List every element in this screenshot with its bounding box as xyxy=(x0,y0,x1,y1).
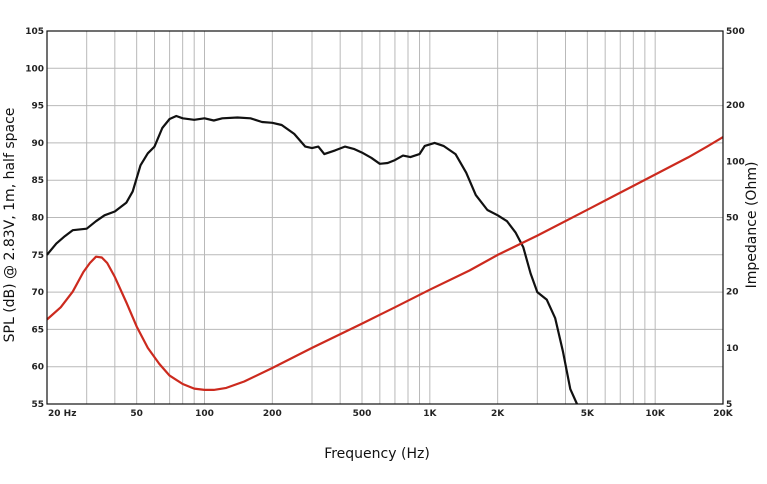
y-left-tick-label: 70 xyxy=(31,288,44,298)
x-tick-label: 10K xyxy=(645,409,666,419)
y-left-tick-label: 60 xyxy=(31,363,44,373)
curves xyxy=(46,114,724,405)
x-axis-label: Frequency (Hz) xyxy=(324,446,430,462)
x-tick-label: 50 xyxy=(130,409,143,419)
y-right-tick-label: 20 xyxy=(726,288,739,298)
y-right-tick-label: 50 xyxy=(726,214,739,224)
impedance-curve xyxy=(46,136,724,391)
y-left-tick-label: 90 xyxy=(31,139,44,149)
y-left-tick-label: 75 xyxy=(31,251,44,261)
y-left-tick-label: 55 xyxy=(31,400,44,410)
x-tick-label: 20K xyxy=(713,409,734,419)
x-tick-label: 2K xyxy=(491,409,505,419)
x-tick-label: 1K xyxy=(423,409,437,419)
y-axis-right-label: Impedance (Ohm) xyxy=(744,162,760,289)
plot-frame xyxy=(46,30,724,405)
x-tick-label: 5K xyxy=(581,409,595,419)
y-right-tick-label: 200 xyxy=(726,101,745,111)
y-left-tick-label: 105 xyxy=(25,27,44,37)
x-tick-label: 100 xyxy=(195,409,214,419)
y-left-tick-label: 65 xyxy=(31,325,44,335)
y-left-tick-label: 80 xyxy=(31,214,44,224)
y-axis-left-label: SPL (dB) @ 2.83V, 1m, half space xyxy=(2,108,18,343)
spl-curve xyxy=(46,114,579,405)
x-tick-label: 200 xyxy=(263,409,282,419)
tick-labels: 20 Hz 50 100 200 500 1K 2K 5K 10K 20K 55 60 65 70 75 80… xyxy=(25,27,745,419)
y-right-tick-label: 10 xyxy=(726,344,739,354)
grid-lines xyxy=(47,31,723,404)
y-left-tick-label: 100 xyxy=(25,64,44,74)
x-tick-label: 500 xyxy=(353,409,372,419)
x-tick-label: 20 Hz xyxy=(48,409,76,419)
y-right-tick-label: 100 xyxy=(726,157,745,167)
y-left-tick-label: 85 xyxy=(31,176,44,186)
y-right-tick-label: 5 xyxy=(726,400,732,410)
y-right-tick-label: 500 xyxy=(726,27,745,37)
y-left-tick-label: 95 xyxy=(31,102,44,112)
